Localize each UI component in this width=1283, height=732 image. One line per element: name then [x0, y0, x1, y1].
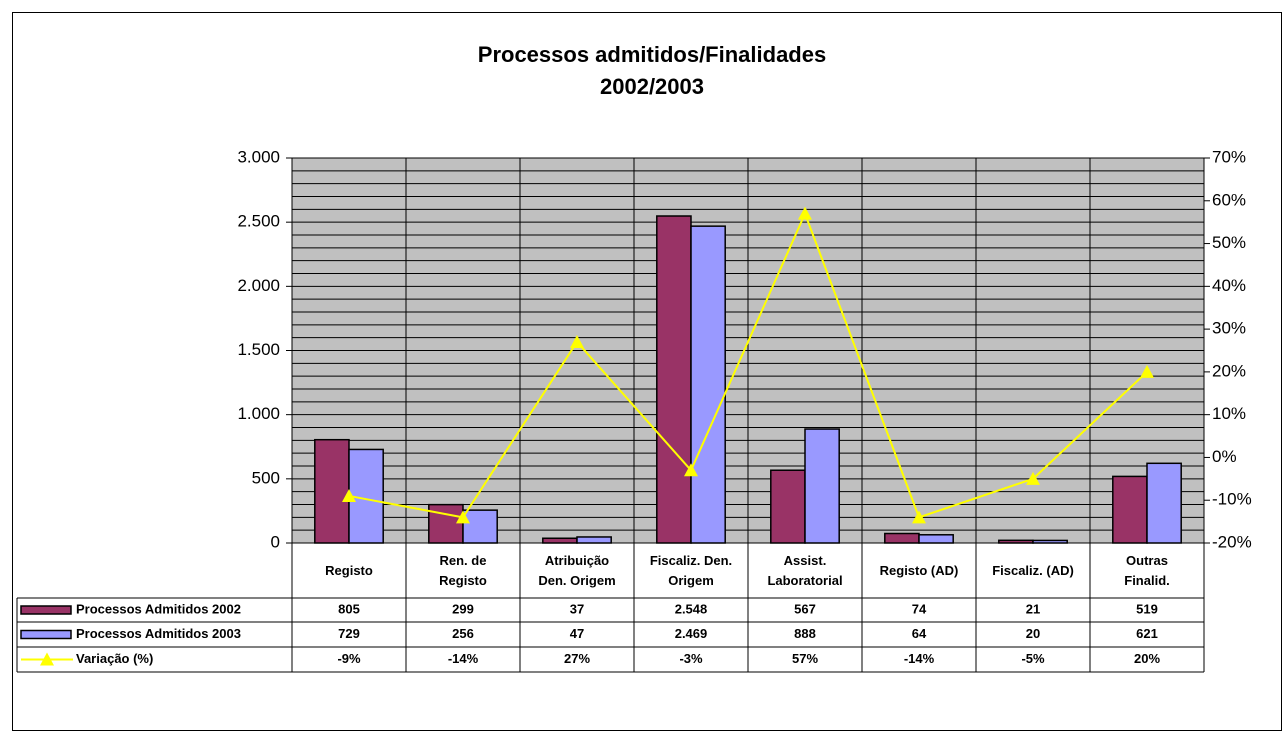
- x-tick-label: Fiscaliz. (AD): [992, 562, 1074, 578]
- y-tick-label: 1.000: [237, 404, 280, 423]
- data-label: 805: [338, 601, 360, 616]
- bar: [656, 215, 692, 544]
- data-label: 57%: [792, 651, 818, 666]
- y2-tick-label: -10%: [1212, 490, 1252, 509]
- data-label: 621: [1136, 626, 1158, 641]
- data-label: 519: [1136, 601, 1158, 616]
- bar: [884, 532, 920, 544]
- y-tick-label: 500: [252, 468, 280, 487]
- bar: [1032, 539, 1068, 544]
- bar: [804, 428, 840, 544]
- data-label: 74: [912, 601, 927, 616]
- y2-tick-label: -20%: [1212, 532, 1252, 551]
- data-label: -5%: [1021, 651, 1045, 666]
- data-label: 21: [1026, 601, 1040, 616]
- y2-tick-label: 50%: [1212, 233, 1246, 252]
- y-tick-label: 1.500: [237, 340, 280, 359]
- bar: [1146, 462, 1182, 544]
- bar: [314, 438, 350, 544]
- data-label: 2.548: [675, 601, 708, 616]
- legend-key: [20, 605, 72, 615]
- y2-tick-label: 20%: [1212, 361, 1246, 380]
- bar: [462, 509, 498, 544]
- y2-tick-label: 30%: [1212, 319, 1246, 338]
- data-label: 299: [452, 601, 474, 616]
- data-label: 256: [452, 626, 474, 641]
- bar: [1112, 475, 1148, 544]
- marker: [456, 510, 470, 524]
- x-tick-label: Outras Finalid.: [1124, 552, 1170, 588]
- y-tick-label: 2.500: [237, 212, 280, 231]
- marker: [570, 334, 584, 348]
- bar: [770, 469, 806, 544]
- marker: [1140, 364, 1154, 378]
- y-tick-label: 0: [271, 532, 280, 551]
- data-label: 47: [570, 626, 584, 641]
- legend-label: Processos Admitidos 2003: [76, 626, 241, 641]
- data-label: -9%: [337, 651, 361, 666]
- marker: [684, 463, 698, 477]
- data-label: -14%: [904, 651, 935, 666]
- bar: [918, 534, 954, 544]
- marker: [342, 488, 356, 502]
- bar: [690, 225, 726, 544]
- x-tick-label: Registo (AD): [879, 562, 959, 578]
- legend-key: [20, 629, 72, 640]
- marker: [1026, 471, 1040, 485]
- data-label: 729: [338, 626, 360, 641]
- chart-title: 2002/2003: [600, 74, 704, 99]
- y2-tick-label: 60%: [1212, 190, 1246, 209]
- marker: [798, 206, 812, 220]
- y-tick-label: 2.000: [237, 276, 280, 295]
- y2-tick-label: 70%: [1212, 147, 1246, 166]
- data-label: 27%: [564, 651, 590, 666]
- x-tick-label: Atribuição Den. Origem: [538, 552, 616, 588]
- data-label: 2.469: [675, 626, 708, 641]
- x-tick-label: Assist. Laboratorial: [767, 552, 843, 588]
- data-label: 20%: [1134, 651, 1160, 666]
- data-label: 37: [570, 601, 584, 616]
- y-tick-label: 3.000: [237, 147, 280, 166]
- data-label: -3%: [679, 651, 703, 666]
- data-label: 20: [1026, 626, 1040, 641]
- x-tick-label: Ren. de Registo: [439, 552, 487, 588]
- legend-label: Processos Admitidos 2002: [76, 601, 241, 616]
- legend-label: Variação (%): [76, 651, 153, 666]
- y2-tick-label: 10%: [1212, 404, 1246, 423]
- y2-tick-label: 40%: [1212, 276, 1246, 295]
- bar: [428, 503, 464, 544]
- legend-key: [40, 652, 54, 666]
- chart-title: Processos admitidos/Finalidades: [478, 42, 826, 67]
- line: [348, 210, 1148, 519]
- y2-tick-label: 0%: [1212, 447, 1237, 466]
- data-label: 64: [912, 626, 927, 641]
- data-label: -14%: [448, 651, 479, 666]
- marker: [912, 510, 926, 524]
- x-tick-label: Registo: [325, 562, 373, 578]
- data-label: 567: [794, 601, 816, 616]
- bar: [576, 536, 612, 544]
- data-label: 888: [794, 626, 816, 641]
- x-tick-label: Fiscaliz. Den. Origem: [649, 552, 733, 588]
- plot-border: [291, 157, 1205, 544]
